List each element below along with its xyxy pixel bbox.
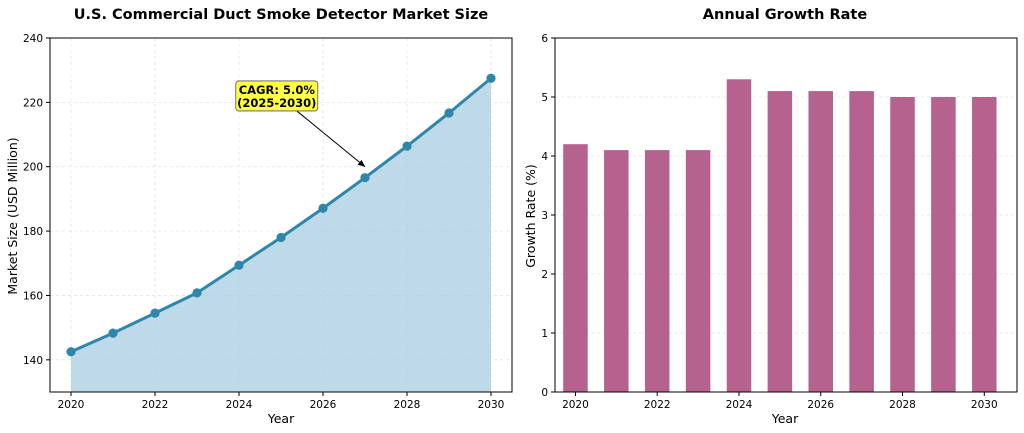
growth-rate-ytick-label: 5: [541, 92, 548, 104]
market-size-xtick-label: 2026: [310, 399, 337, 411]
growth-rate-ylabel: Growth Rate (%): [523, 164, 538, 268]
growth-rate-xtick-label: 2030: [971, 399, 998, 411]
market-size-ytick-label: 240: [23, 33, 43, 45]
market-size-ytick-label: 140: [23, 355, 43, 367]
market-size-point: [318, 203, 328, 213]
market-size-xtick-label: 2030: [478, 399, 505, 411]
growth-rate-frame: [554, 37, 1018, 393]
growth-rate-bar: [808, 91, 834, 392]
market-size-point: [234, 260, 244, 270]
market-size-point: [108, 328, 118, 338]
cagr-annotation: CAGR: 5.0% (2025-2030): [235, 80, 366, 168]
growth-rate-bar: [931, 97, 956, 392]
growth-rate-ytick-label: 4: [541, 151, 548, 163]
market-size-xtick-label: 2020: [58, 399, 85, 411]
growth-rate-chart: Annual Growth Rate Year Growth Rate (%) …: [523, 7, 1018, 426]
cagr-box: [235, 80, 319, 112]
growth-rate-ytick-label: 2: [541, 269, 548, 281]
growth-rate-xtick-label: 2024: [726, 399, 753, 411]
market-size-point: [486, 73, 496, 83]
growth-rate-ytick-label: 1: [541, 328, 548, 340]
growth-rate-bar: [767, 91, 793, 392]
growth-rate-ytick-label: 0: [541, 387, 548, 399]
market-size-xtick-label: 2028: [394, 399, 421, 411]
market-size-xtick-label: 2024: [226, 399, 253, 411]
market-size-xlabel: Year: [267, 411, 295, 426]
market-size-xtick-label: 2022: [142, 399, 169, 411]
growth-rate-title: Annual Growth Rate: [703, 7, 868, 23]
growth-rate-bar: [726, 79, 752, 393]
market-size-point: [402, 141, 412, 151]
market-size-point: [276, 232, 286, 243]
growth-rate-bar: [972, 97, 997, 392]
market-size-area-fill: [71, 78, 491, 393]
market-size-ytick-label: 220: [23, 97, 43, 109]
market-size-point: [150, 308, 160, 318]
market-size-ytick-label: 200: [23, 162, 43, 174]
market-size-point: [360, 173, 370, 183]
market-size-point: [66, 347, 76, 357]
growth-rate-bar: [604, 150, 629, 392]
market-size-point: [192, 288, 202, 298]
growth-rate-xlabel: Year: [771, 411, 799, 426]
growth-rate-xtick-label: 2020: [562, 399, 589, 411]
growth-rate-bar: [563, 144, 588, 392]
market-size-ticks: 2020 2022 2024 2026 2028 2030 140 160 180 200 220 2…: [23, 33, 504, 411]
cagr-arrow-head: [357, 159, 365, 167]
growth-rate-xtick-label: 2022: [644, 399, 671, 411]
market-size-point: [444, 108, 454, 118]
cagr-period: (2025-2030): [237, 96, 316, 110]
market-size-area: [71, 78, 491, 393]
growth-rate-bar: [685, 150, 711, 392]
growth-rate-ytick-label: 6: [541, 33, 548, 45]
market-size-ylabel: Market Size (USD Million): [5, 137, 20, 294]
growth-rate-bar: [890, 97, 915, 392]
growth-rate-bar: [644, 150, 670, 392]
growth-rate-ticks: 2020 2022 2024 2026 2028 2030 0 1 2 3 4 5 6: [541, 33, 997, 411]
market-size-points: [66, 73, 496, 357]
market-size-title: U.S. Commercial Duct Smoke Detector Mark…: [74, 7, 489, 23]
market-size-ytick-label: 180: [23, 226, 43, 238]
cagr-arrow: [296, 110, 366, 168]
market-size-ytick-label: 160: [23, 290, 43, 302]
market-size-chart: U.S. Commercial Duct Smoke Detector Mark…: [5, 7, 513, 426]
cagr-label: CAGR: 5.0%: [239, 83, 316, 97]
growth-rate-ytick-label: 3: [541, 210, 548, 222]
growth-rate-bar: [849, 91, 874, 392]
market-size-frame: [49, 37, 513, 393]
growth-rate-bars: [563, 79, 997, 393]
growth-rate-xtick-label: 2026: [807, 399, 834, 411]
growth-rate-xtick-label: 2028: [889, 399, 916, 411]
